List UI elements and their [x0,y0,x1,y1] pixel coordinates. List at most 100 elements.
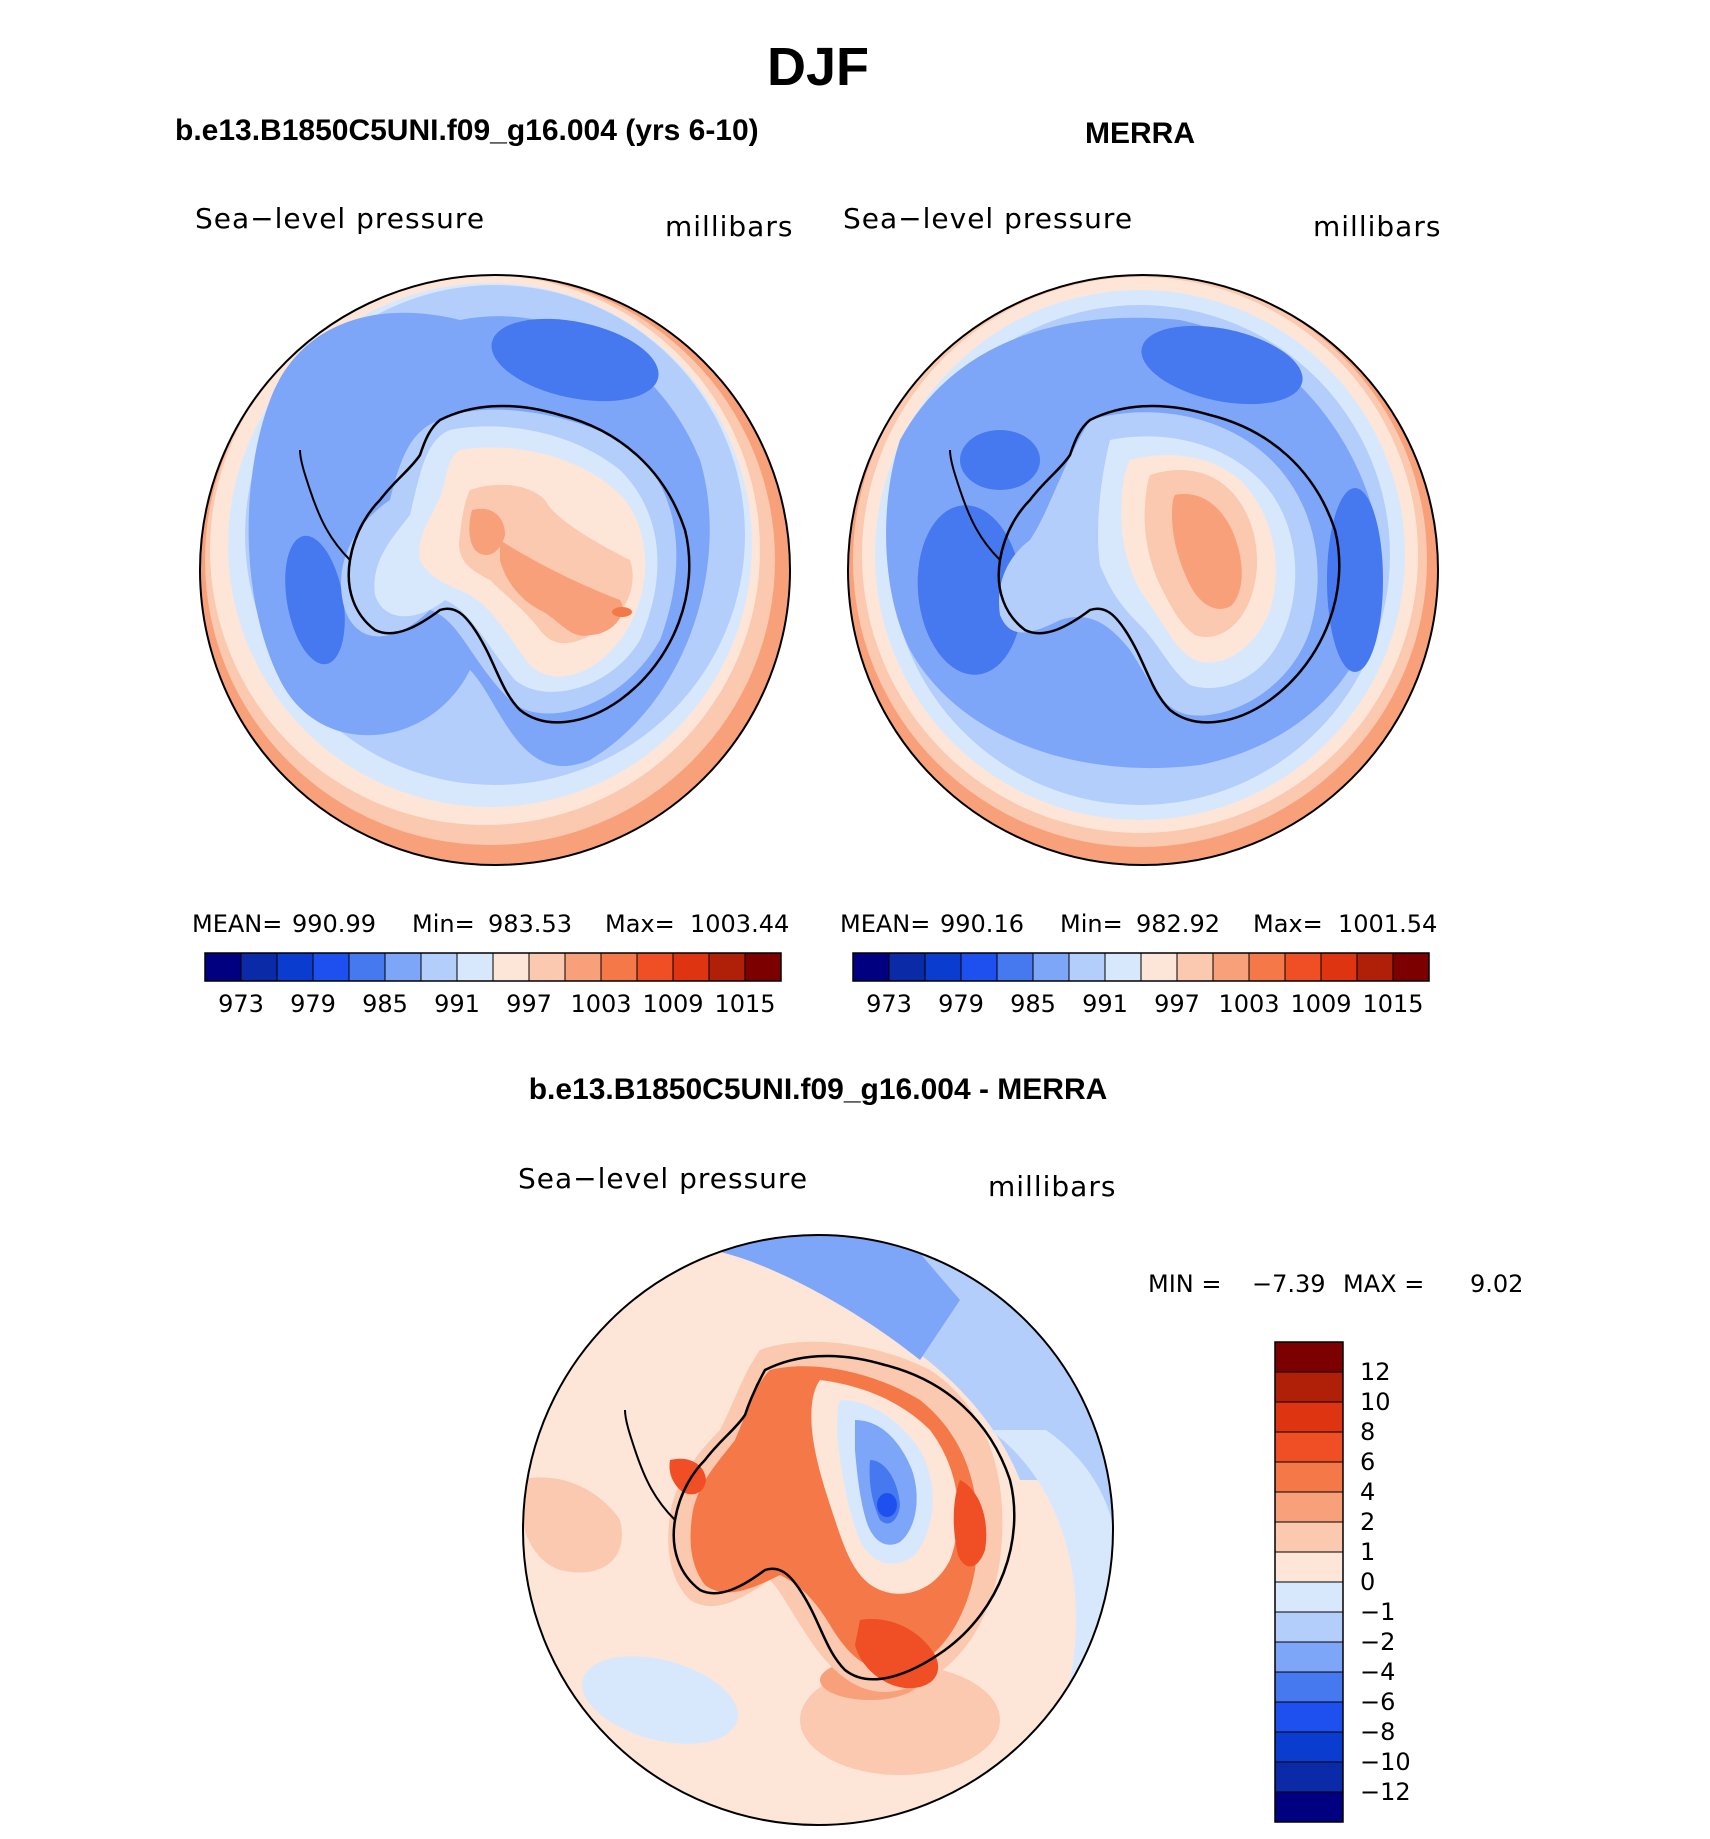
colorbar-tick-label: 4 [1360,1478,1375,1506]
antarctica-coastline [347,404,691,724]
colorbar-swatch [600,952,638,982]
colorbar-swatch [1274,1761,1344,1793]
stats-line: MEAN= 990.16 Min= 982.92 Max= 1001.54 [840,910,1437,938]
polar-map [522,1234,1114,1826]
low-pressure-center [285,535,345,665]
colorbar-tick-label: −10 [1360,1748,1411,1776]
colorbar-tick-label: 1 [1360,1538,1375,1566]
colorbar-swatch [1068,952,1106,982]
variable-label: Sea−level pressure [195,202,485,235]
colorbar-swatch [420,952,458,982]
colorbar-tick-label: 973 [218,990,264,1018]
max-value: 9.02 [1470,1270,1523,1298]
panel-title: b.e13.B1850C5UNI.f09_g16.004 (yrs 6-10) [175,114,759,147]
colorbar-tick-label: 973 [866,990,912,1018]
colorbar-swatch [1392,952,1430,982]
panel-title: b.e13.B1850C5UNI.f09_g16.004 - MERRA [529,1073,1108,1106]
colorbar-swatch [1274,1431,1344,1463]
units-label: millibars [665,210,793,243]
colorbar-tick-label: −2 [1360,1628,1395,1656]
polar-map [847,274,1439,866]
colorbar-tick-label: 997 [506,990,552,1018]
colorbar-swatch [852,952,890,982]
colorbar-frame [204,952,782,982]
colorbar-swatch [1274,1791,1344,1823]
antarctica-coastline [672,1354,1016,1681]
max-value: 1001.54 [1338,910,1437,938]
colorbar-swatch [672,952,710,982]
negative-anomaly-area [582,1656,738,1744]
colorbar-tick-label: 979 [938,990,984,1018]
colorbar-swatch [636,952,674,982]
colorbar-swatch [1356,952,1394,982]
colorbar-swatch [564,952,602,982]
low-pressure-center [491,318,659,402]
max-value: 1003.44 [690,910,789,938]
min-label: Min= [1060,910,1123,938]
colorbar-swatch [1104,952,1142,982]
colorbar-tick-label: 1015 [1362,990,1423,1018]
colorbar-swatch [1032,952,1070,982]
colorbar-swatch [1274,1521,1344,1553]
mean-label: MEAN= [192,910,282,938]
colorbar-swatch [1274,1581,1344,1613]
colorbar-swatch [996,952,1034,982]
colorbar-swatch [1212,952,1250,982]
colorbar-tick-label: 1015 [714,990,775,1018]
stats-line: MEAN= 990.99 Min= 983.53 Max= 1003.44 [192,910,789,938]
colorbar-tick-label: 1003 [570,990,631,1018]
colorbar-swatch [1176,952,1214,982]
antarctic-peninsula-outline [624,1409,676,1521]
colorbar-swatch [492,952,530,982]
min-value: −7.39 [1252,1270,1326,1298]
contour-band [523,1235,1113,1480]
colorbar-swatch [312,952,350,982]
max-label: Max= [1253,910,1323,938]
colorbar-swatch [456,952,494,982]
high-pressure-center [1172,494,1242,609]
colorbar-swatch [1274,1371,1344,1403]
colorbar-tick-label: −4 [1360,1658,1395,1686]
low-pressure-center [917,505,1023,675]
panel-difference: b.e13.B1850C5UNI.f09_g16.004 - MERRA Sea… [518,1073,1523,1826]
panel-model: b.e13.B1850C5UNI.f09_g16.004 (yrs 6-10) … [175,114,793,1018]
variable-label: Sea−level pressure [843,202,1133,235]
colorbar-frame [852,952,1430,982]
colorbar-tick-label: 991 [434,990,480,1018]
colorbar-swatch [960,952,998,982]
colorbar-tick-label: 10 [1360,1388,1391,1416]
colorbar-swatch [276,952,314,982]
colorbar-swatch [1274,1491,1344,1523]
high-pressure-center [612,607,632,617]
colorbar-tick-label: 2 [1360,1508,1375,1536]
mean-label: MEAN= [840,910,930,938]
colorbar-tick-label: 0 [1360,1568,1375,1596]
map-border [847,274,1439,866]
positive-anomaly-maximum [855,1619,939,1689]
mean-value: 990.99 [292,910,376,938]
colorbar-swatch [1274,1701,1344,1733]
low-pressure-center [1327,488,1383,672]
colorbar: 973 979 985 991 997 1003 1009 1015 [204,952,782,1018]
low-pressure-center [1141,325,1303,405]
colorbar-tick-label: 985 [362,990,408,1018]
antarctic-peninsula-outline [949,449,1001,561]
colorbar-tick-label: 1003 [1218,990,1279,1018]
contour-band [523,1477,622,1573]
panel-title: MERRA [1085,117,1195,150]
max-label: MAX = [1343,1270,1424,1298]
colorbar-swatch [1320,952,1358,982]
contour-band [469,508,505,555]
contour-band [560,1235,960,1360]
colorbar-swatch [708,952,746,982]
antarctic-peninsula-outline [299,449,351,561]
figure-title: DJF [767,37,869,97]
panel-merra: MERRA Sea−level pressure millibars [840,117,1440,1018]
colorbar-swatch [1274,1401,1344,1433]
colorbar: 12 10 8 6 4 2 1 0 −1 −2 −4 −6 −8 −10 −12 [1274,1341,1411,1823]
contour-band [500,540,623,636]
colorbar-swatch [1274,1641,1344,1673]
colorbar-tick-label: −12 [1360,1778,1411,1806]
colorbar-swatch [924,952,962,982]
